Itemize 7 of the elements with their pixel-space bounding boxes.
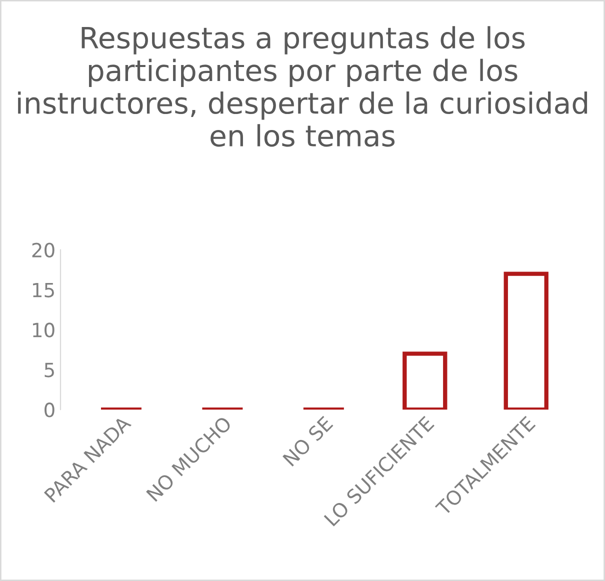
y-tick-label: 15 xyxy=(33,282,54,298)
chart-title: Respuestas a preguntas de los participantes por parte de los instructores, despertar de la curiosidad en los temas xyxy=(18,26,588,147)
y-tick-label: 10 xyxy=(33,322,54,338)
y-tick-label: 0 xyxy=(44,402,54,418)
y-tick-label: 20 xyxy=(32,242,54,258)
x-tick-label: NO SE xyxy=(282,416,334,467)
y-tick-label: 5 xyxy=(44,362,54,378)
